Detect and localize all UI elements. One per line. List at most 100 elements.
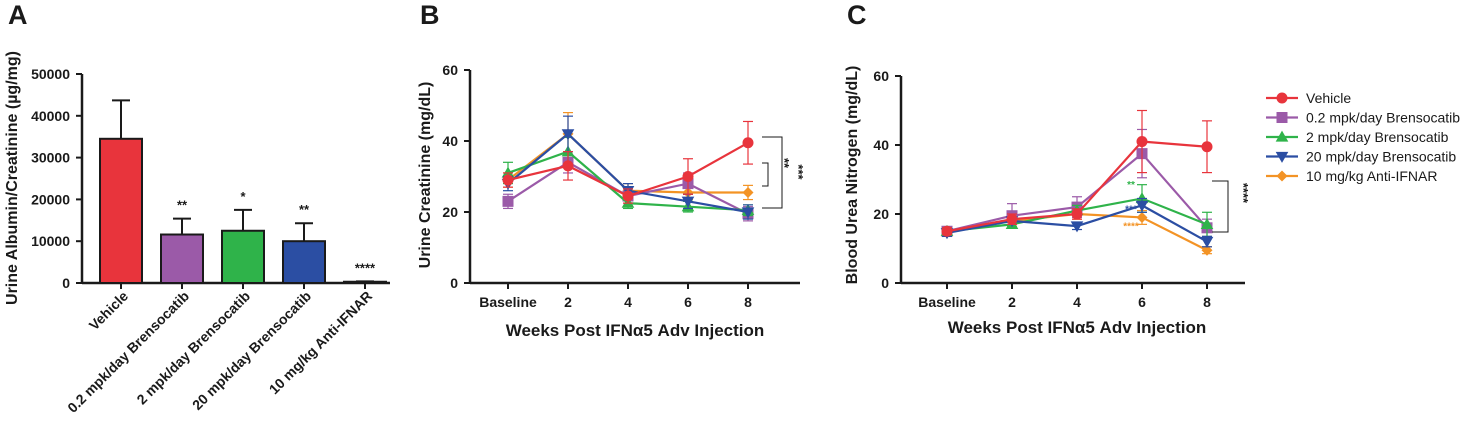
legend-label: 0.2 mpk/day Brensocatib — [1306, 110, 1460, 126]
panel-b-series — [501, 111, 755, 222]
bar-significance: ** — [299, 202, 310, 217]
panel-a-y-axis-title: Urine Albumin/Creatinine (µg/mg) — [4, 51, 21, 305]
data-point — [941, 225, 953, 237]
data-point — [741, 207, 755, 219]
panel-b: B Urine Creatinine (mg/dL) 0 20 40 60 Basel… — [417, 0, 806, 340]
inline-significance-anti_ifnar: **** — [1123, 222, 1139, 233]
series-brenso_2 — [501, 136, 755, 217]
panel-a-label: A — [8, 0, 28, 30]
data-point — [1200, 236, 1214, 248]
x-tick-label: 4 — [1073, 294, 1081, 310]
panel-b-y-axis-title: Urine Creatinine (mg/dL) — [417, 82, 434, 269]
bar-significance: **** — [355, 260, 376, 275]
panel-b-x-ticks: Baseline 2 4 6 8 — [479, 283, 752, 310]
data-point — [1201, 141, 1213, 153]
panel-b-x-axis-title: Weeks Post IFNα5 Adv Injection — [506, 321, 765, 340]
legend-marker — [1276, 170, 1288, 182]
legend: Vehicle 0.2 mpk/day Brensocatib 2 mpk/day … — [1266, 90, 1460, 184]
data-point — [742, 137, 754, 149]
y-tick-label: 0 — [450, 275, 458, 291]
series-brenso_02 — [941, 128, 1213, 238]
category-label: Vehicle — [86, 288, 132, 334]
y-tick-label: 60 — [442, 62, 458, 78]
data-point — [1200, 218, 1214, 230]
data-point — [1006, 213, 1018, 225]
bar-brenso_2 — [221, 229, 265, 284]
panel-b-bracket-1 — [762, 162, 769, 187]
bar-anti_ifnar — [343, 280, 387, 285]
panel-c-y-ticks: 0 20 40 60 — [873, 68, 901, 291]
data-point — [622, 190, 634, 202]
category-label: 10 mg/kg Anti-IFNAR — [266, 288, 375, 397]
data-point — [501, 166, 515, 178]
legend-label: 10 mg/kg Anti-IFNAR — [1306, 168, 1438, 184]
data-point — [1135, 192, 1149, 204]
x-tick-label: 8 — [1203, 294, 1211, 310]
data-point — [1201, 244, 1213, 256]
bar-significance: * — [240, 189, 246, 204]
panel-c-label: C — [847, 0, 867, 30]
panel-c-x-axis-title: Weeks Post IFNα5 Adv Injection — [948, 318, 1207, 337]
legend-label: 2 mpk/day Brensocatib — [1306, 129, 1449, 145]
data-point — [742, 186, 754, 198]
legend-item: 10 mg/kg Anti-IFNAR — [1266, 168, 1438, 184]
data-point — [1071, 208, 1083, 220]
panel-b-sig-1: ** — [777, 158, 792, 169]
category-label: 20 mpk/day Brensocatib — [189, 288, 314, 413]
legend-item: 0.2 mpk/day Brensocatib — [1266, 110, 1460, 126]
y-tick-label: 20000 — [31, 191, 70, 207]
panel-a: A Urine Albumin/Creatinine (µg/mg) 0 1000… — [4, 0, 390, 416]
y-tick-label: 10000 — [31, 233, 70, 249]
y-tick-label: 60 — [873, 68, 889, 84]
x-tick-label: 6 — [1138, 294, 1146, 310]
data-point — [682, 171, 694, 182]
x-tick-label: 8 — [744, 294, 752, 310]
y-tick-label: 30000 — [31, 150, 70, 166]
x-tick-label: 2 — [564, 294, 572, 310]
data-point — [681, 196, 695, 208]
data-point — [502, 174, 514, 186]
legend-label: Vehicle — [1306, 90, 1351, 106]
panel-b-bracket-2 — [762, 136, 783, 209]
y-tick-label: 0 — [62, 275, 70, 291]
data-point — [1136, 136, 1148, 148]
panel-a-y-ticks: 0 10000 20000 30000 40000 50000 — [31, 66, 82, 291]
legend-label: 20 mpk/day Brensocatib — [1306, 149, 1456, 165]
panel-c-sig: **** — [1236, 183, 1251, 204]
legend-marker — [1276, 92, 1288, 104]
y-tick-label: 40000 — [31, 108, 70, 124]
x-tick-label: Baseline — [918, 294, 976, 310]
category-label: 2 mpk/day Brensocatib — [133, 288, 253, 408]
panel-b-sig-2: *** — [791, 164, 806, 180]
y-tick-label: 20 — [442, 204, 458, 220]
legend-item: Vehicle — [1266, 90, 1351, 106]
panel-c-x-ticks: Baseline 2 4 6 8 — [918, 283, 1211, 310]
data-point — [562, 160, 574, 172]
bar-brenso_02 — [160, 233, 204, 284]
panel-b-y-ticks: 0 20 40 60 — [442, 62, 470, 291]
data-point — [1070, 221, 1084, 233]
y-tick-label: 0 — [881, 275, 889, 291]
panel-c-series — [940, 109, 1214, 256]
x-tick-label: 4 — [624, 294, 632, 310]
inline-significance-brenso_2: ** — [1127, 180, 1135, 191]
legend-item: 20 mpk/day Brensocatib — [1266, 149, 1456, 165]
y-tick-label: 50000 — [31, 66, 70, 82]
y-tick-label: 40 — [442, 133, 458, 149]
series-vehicle — [941, 109, 1213, 237]
bar-vehicle — [99, 137, 143, 284]
panel-a-bars: ********* — [99, 99, 387, 285]
legend-marker — [1275, 130, 1289, 142]
legend-marker — [1275, 151, 1289, 163]
bar-significance: ** — [177, 198, 188, 213]
x-tick-label: 6 — [684, 294, 692, 310]
panel-c-bracket — [1212, 180, 1229, 233]
category-label: 0.2 mpk/day Brensocatib — [64, 288, 192, 416]
series-vehicle — [502, 120, 754, 204]
panel-b-label: B — [420, 0, 440, 30]
y-tick-label: 40 — [873, 137, 889, 153]
bar-brenso_20 — [282, 240, 326, 284]
data-point — [1136, 211, 1148, 223]
